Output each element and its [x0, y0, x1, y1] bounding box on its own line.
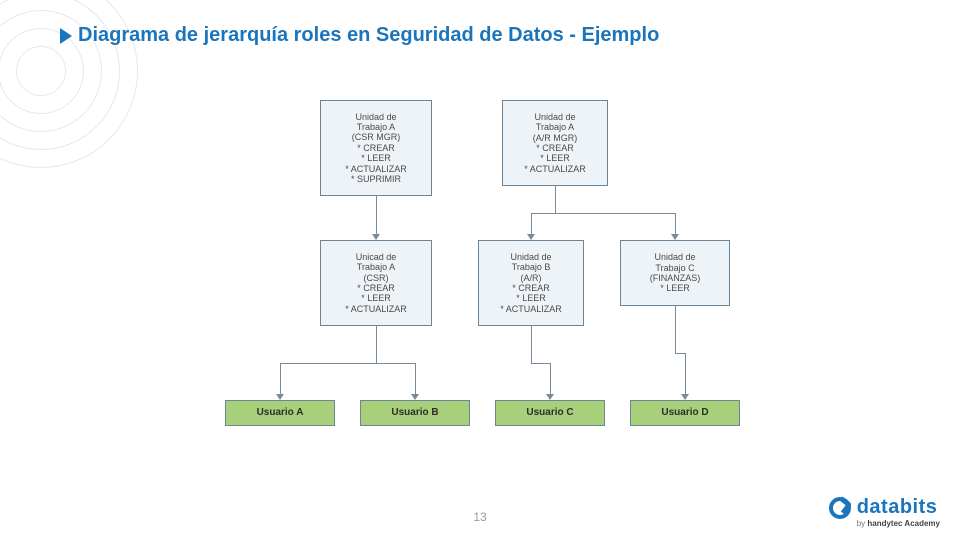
edge: [531, 213, 555, 214]
page-number: 13: [473, 510, 486, 524]
node-label-line: Usuario A: [257, 407, 304, 419]
edge: [280, 363, 281, 395]
edge: [415, 363, 416, 395]
edge-arrowhead-icon: [276, 394, 284, 400]
node-label-line: Usuario B: [391, 407, 438, 419]
edge-arrowhead-icon: [411, 394, 419, 400]
hierarchy-diagram: Unidad deTrabajo A(CSR MGR)* CREAR* LEER…: [200, 100, 760, 450]
node-label-line: * CREAR: [512, 283, 550, 293]
edge: [376, 196, 377, 218]
node-csr-mgr: Unidad deTrabajo A(CSR MGR)* CREAR* LEER…: [320, 100, 432, 196]
node-label-line: * LEER: [361, 293, 391, 303]
edge: [675, 306, 676, 353]
edge: [280, 363, 376, 364]
node-label-line: * SUPRIMIR: [351, 174, 401, 184]
node-userD: Usuario D: [630, 400, 740, 426]
node-label-line: Unicad de: [356, 252, 397, 262]
edge-arrowhead-icon: [527, 234, 535, 240]
node-label-line: * CREAR: [536, 143, 574, 153]
node-label-line: * ACTUALIZAR: [345, 304, 407, 314]
node-label-line: (A/R MGR): [533, 133, 578, 143]
node-label-line: Trabajo A: [357, 122, 395, 132]
title-arrow-icon: [60, 28, 72, 44]
node-label-line: * ACTUALIZAR: [500, 304, 562, 314]
edge: [531, 213, 532, 235]
node-label-line: Unidad de: [654, 252, 695, 262]
node-label-line: Unidad de: [355, 112, 396, 122]
node-label-line: (CSR MGR): [352, 132, 401, 142]
edge: [376, 218, 377, 235]
node-userA: Usuario A: [225, 400, 335, 426]
brand-mark-icon: [829, 497, 851, 519]
edge-arrowhead-icon: [372, 234, 380, 240]
node-label-line: (A/R): [521, 273, 542, 283]
slide-title: Diagrama de jerarquía roles en Seguridad…: [78, 24, 659, 47]
node-label-line: Unidad de: [510, 252, 551, 262]
brand-name: databits: [857, 496, 938, 519]
node-label-line: Trabajo C: [655, 263, 694, 273]
node-label-line: Trabajo A: [536, 122, 574, 132]
edge: [555, 213, 675, 214]
edge-arrowhead-icon: [671, 234, 679, 240]
edge-arrowhead-icon: [681, 394, 689, 400]
node-label-line: * CREAR: [357, 283, 395, 293]
node-label-line: Usuario C: [526, 407, 573, 419]
edge: [376, 326, 377, 363]
node-label-line: Usuario D: [661, 407, 708, 419]
slide-title-row: Diagrama de jerarquía roles en Seguridad…: [60, 24, 659, 47]
node-label-line: * LEER: [660, 283, 690, 293]
node-userC: Usuario C: [495, 400, 605, 426]
edge: [555, 186, 556, 213]
node-label-line: Trabajo A: [357, 262, 395, 272]
edge: [531, 363, 550, 364]
edge: [531, 326, 532, 363]
node-label-line: * ACTUALIZAR: [524, 164, 586, 174]
node-label-line: Trabajo B: [512, 262, 551, 272]
node-finanzas: Unidad deTrabajo C(FINANZAS)* LEER: [620, 240, 730, 306]
node-label-line: * LEER: [540, 153, 570, 163]
node-csr: Unicad deTrabajo A(CSR)* CREAR* LEER* AC…: [320, 240, 432, 326]
node-ar: Unidad deTrabajo B(A/R)* CREAR* LEER* AC…: [478, 240, 584, 326]
node-label-line: (FINANZAS): [650, 273, 701, 283]
node-label-line: * LEER: [361, 153, 391, 163]
brand-subtitle: by handytec Academy: [857, 519, 940, 528]
edge-arrowhead-icon: [546, 394, 554, 400]
brand-logo: databits by handytec Academy: [829, 496, 940, 528]
node-label-line: * LEER: [516, 293, 546, 303]
node-label-line: Unidad de: [534, 112, 575, 122]
edge: [376, 363, 415, 364]
node-ar-mgr: Unidad deTrabajo A(A/R MGR)* CREAR* LEER…: [502, 100, 608, 186]
node-label-line: (CSR): [364, 273, 389, 283]
edge: [550, 363, 551, 395]
node-label-line: * CREAR: [357, 143, 395, 153]
edge: [675, 213, 676, 235]
edge: [675, 353, 685, 354]
edge: [685, 353, 686, 395]
node-label-line: * ACTUALIZAR: [345, 164, 407, 174]
node-userB: Usuario B: [360, 400, 470, 426]
